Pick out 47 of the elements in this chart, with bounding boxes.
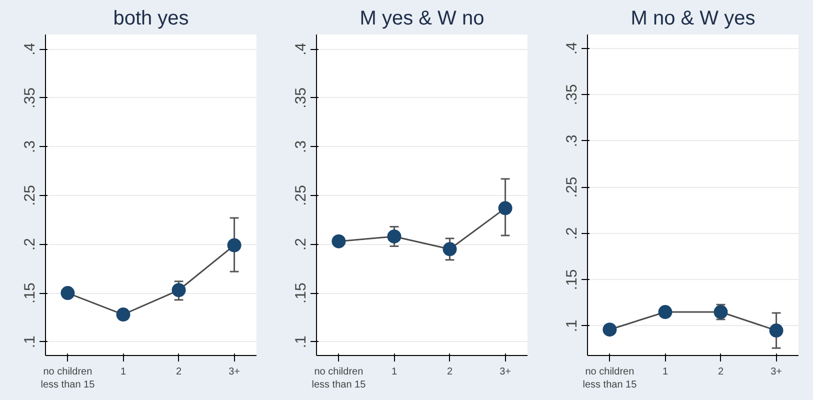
y-tick-label: .35 — [564, 84, 580, 106]
y-tick-label: .25 — [564, 176, 580, 198]
point — [387, 229, 402, 244]
y-tick-label: .1 — [22, 336, 38, 348]
x-tick-label: no children less than 15 — [312, 366, 366, 391]
point — [227, 238, 242, 252]
point — [602, 322, 617, 337]
y-tick-label: .3 — [22, 140, 38, 153]
x-tick-label: 3+ — [500, 366, 512, 378]
y-tick-label: .4 — [22, 42, 38, 56]
y-tick-label: .4 — [564, 42, 580, 55]
y-tick-label: .2 — [292, 238, 310, 251]
point — [498, 201, 512, 216]
chart-title: both yes — [113, 8, 189, 30]
y-tick-label: .15 — [564, 269, 580, 290]
y-tick-label: .3 — [292, 140, 310, 153]
y-tick-label: .15 — [22, 282, 38, 304]
x-tick-label: no children less than 15 — [582, 366, 638, 391]
y-tick-label: .1 — [292, 336, 310, 348]
chart-title: M no & W yes — [630, 8, 756, 30]
y-tick-label: .2 — [22, 238, 38, 251]
x-tick-label: 3+ — [228, 366, 240, 378]
x-tick-label: 1 — [391, 366, 398, 378]
point — [769, 324, 784, 338]
x-tick-label: 1 — [120, 366, 126, 378]
x-tick-label: 1 — [662, 366, 668, 378]
x-tick-label: 2 — [176, 366, 182, 378]
chart-title: M yes & W no — [360, 8, 484, 30]
y-tick-label: .4 — [292, 42, 310, 56]
point — [442, 242, 457, 256]
point — [172, 283, 186, 298]
x-tick-label: 3+ — [770, 366, 782, 378]
x-tick-label: no children less than 15 — [40, 366, 96, 391]
x-tick-label: 2 — [718, 366, 724, 378]
y-tick-label: .25 — [292, 185, 310, 206]
y-tick-label: .2 — [564, 227, 580, 240]
point — [60, 286, 75, 300]
y-tick-label: .35 — [292, 87, 310, 108]
point — [116, 308, 130, 322]
x-tick-label: 2 — [446, 366, 453, 378]
point — [658, 305, 672, 320]
y-tick-label: .35 — [22, 87, 38, 108]
y-tick-label: .25 — [22, 185, 38, 206]
y-tick-label: .3 — [564, 134, 580, 148]
y-tick-label: .15 — [292, 282, 310, 304]
y-tick-label: .1 — [564, 320, 580, 332]
point — [332, 234, 346, 248]
